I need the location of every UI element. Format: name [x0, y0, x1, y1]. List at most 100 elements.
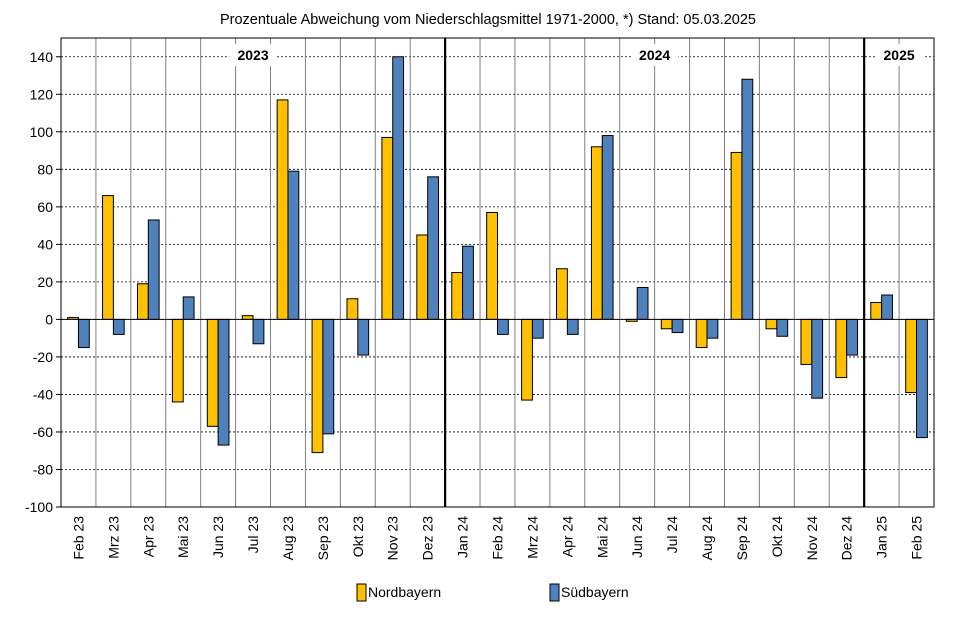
- x-tick-label: Jun 24: [629, 516, 645, 558]
- x-tick-label: Feb 25: [909, 516, 925, 560]
- bar-nordbayern: [206, 318, 219, 427]
- plot-frame: [56, 37, 935, 508]
- bar-suedbayern: [601, 135, 614, 320]
- x-tick-label: Jul 24: [664, 516, 680, 554]
- axis-labels: -100 -80 -60 -40 -20 0 20 40 60 80 100 120 140 2023 20…: [25, 44, 925, 560]
- y-tick-label: -60: [33, 424, 53, 440]
- bar-suedbayern: [776, 318, 789, 337]
- bar-nordbayern: [556, 268, 568, 320]
- bar-nordbayern: [870, 302, 883, 320]
- bar-suedbayern: [881, 294, 893, 320]
- year-label-background: [875, 44, 923, 66]
- bars: [67, 56, 928, 454]
- bar-nordbayern: [381, 136, 394, 320]
- bar-suedbayern: [846, 318, 859, 356]
- x-tick-label: Feb 23: [70, 516, 86, 560]
- y-tick-label: 20: [37, 274, 53, 290]
- x-tick-label: Apr 23: [140, 516, 156, 557]
- bar-nordbayern: [835, 318, 848, 379]
- x-tick-label: Dez 23: [420, 516, 436, 561]
- bar-nordbayern: [590, 146, 603, 320]
- y-tick-label: 0: [45, 311, 53, 327]
- bar-nordbayern: [276, 99, 289, 320]
- bar-suedbayern: [322, 318, 335, 435]
- y-tick-label: 100: [30, 124, 54, 140]
- y-tick-label: -80: [33, 461, 53, 477]
- x-tick-label: Aug 24: [699, 516, 715, 561]
- grid: [61, 38, 934, 508]
- x-tick-label: Dez 24: [839, 516, 855, 561]
- bar-suedbayern: [182, 296, 195, 320]
- bar-suedbayern: [392, 56, 405, 320]
- bar-nordbayern: [102, 195, 114, 320]
- x-tick-label: Aug 23: [280, 516, 296, 561]
- x-tick-label: Jan 24: [455, 516, 471, 558]
- plot-border: [60, 37, 935, 508]
- year-label-background: [631, 44, 679, 66]
- bar-nordbayern: [311, 318, 324, 454]
- y-tick-label: 60: [37, 199, 53, 215]
- bar-nordbayern: [241, 315, 254, 320]
- bar-suedbayern: [497, 318, 509, 335]
- legend-swatch: [356, 583, 367, 602]
- y-tick-label: -20: [33, 349, 53, 365]
- x-tick-label: Apr 24: [559, 516, 575, 557]
- legend: Nordbayern Südbayern: [356, 583, 629, 602]
- x-tick-label: Sep 24: [734, 516, 750, 561]
- x-tick-label: Feb 24: [490, 516, 506, 560]
- y-tick-label: -100: [25, 499, 53, 515]
- bar-nordbayern: [136, 283, 149, 320]
- bar-suedbayern: [287, 170, 300, 320]
- bar-suedbayern: [112, 318, 125, 335]
- bar-nordbayern: [521, 318, 533, 401]
- bar-nordbayern: [660, 318, 673, 330]
- bar-suedbayern: [252, 318, 265, 345]
- bar-suedbayern: [217, 318, 230, 446]
- x-tick-label: Sep 23: [315, 516, 331, 561]
- x-tick-label: Okt 24: [769, 516, 785, 557]
- y-tick-label: 40: [37, 236, 53, 252]
- x-tick-label: Mai 24: [594, 516, 610, 558]
- x-tick-label: Nov 24: [804, 516, 820, 561]
- bar-suedbayern: [811, 318, 824, 399]
- bar-suedbayern: [916, 318, 928, 439]
- chart-title: Prozentuale Abweichung vom Niederschlags…: [220, 12, 756, 28]
- bar-suedbayern: [741, 78, 754, 320]
- y-tick-label: 140: [30, 49, 54, 65]
- bar-suedbayern: [77, 318, 90, 349]
- y-tick-label: -40: [33, 386, 53, 402]
- year-label: 2023: [237, 47, 268, 63]
- x-tick-label: Mrz 24: [524, 516, 540, 559]
- bar-suedbayern: [427, 176, 439, 320]
- bar-nordbayern: [346, 298, 359, 320]
- year-label: 2025: [884, 47, 915, 63]
- x-tick-label: Jan 25: [874, 516, 890, 558]
- x-tick-label: Jun 23: [210, 516, 226, 558]
- bar-suedbayern: [566, 318, 579, 335]
- bar-nordbayern: [695, 318, 708, 349]
- bar-nordbayern: [905, 318, 918, 394]
- bar-nordbayern: [486, 211, 499, 320]
- x-tick-label: Mrz 23: [105, 516, 121, 559]
- bar-nordbayern: [171, 318, 184, 403]
- year-label-background: [229, 44, 277, 66]
- bar-nordbayern: [800, 318, 813, 365]
- bar-nordbayern: [730, 151, 743, 320]
- year-label: 2024: [639, 47, 670, 63]
- bar-suedbayern: [706, 318, 719, 339]
- legend-swatch: [549, 583, 560, 602]
- bar-suedbayern: [147, 219, 160, 320]
- bar-nordbayern: [765, 318, 778, 330]
- y-tick-label: 120: [30, 86, 54, 102]
- legend-label: Nordbayern: [368, 584, 441, 600]
- x-tick-label: Nov 23: [385, 516, 401, 561]
- bar-nordbayern: [416, 234, 429, 320]
- bar-nordbayern: [451, 272, 464, 320]
- bar-suedbayern: [531, 318, 544, 339]
- bar-suedbayern: [671, 318, 684, 334]
- y-tick-label: 80: [37, 161, 53, 177]
- bar-suedbayern: [357, 318, 370, 356]
- bar-suedbayern: [462, 245, 474, 320]
- x-tick-label: Okt 23: [350, 516, 366, 557]
